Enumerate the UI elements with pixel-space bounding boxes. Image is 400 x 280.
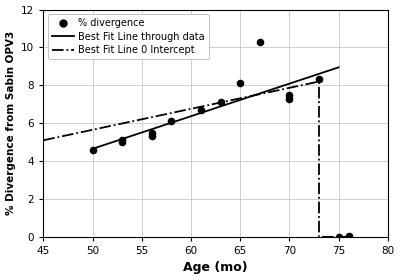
Point [148, 134, 155, 139]
Legend: % divergence, Best Fit Line through data, Best Fit Line 0 Intercept: % divergence, Best Fit Line through data… [48, 14, 209, 59]
Point [217, 100, 224, 105]
Point [345, 234, 352, 238]
Point [119, 140, 125, 144]
Point [257, 39, 263, 44]
Point [286, 96, 293, 101]
Point [286, 93, 293, 97]
Point [237, 81, 244, 86]
Point [90, 148, 96, 152]
X-axis label: Age (mo): Age (mo) [183, 262, 248, 274]
Point [148, 130, 155, 135]
Point [119, 138, 125, 143]
Point [168, 119, 174, 123]
Point [316, 76, 322, 81]
Y-axis label: % Divergence from Sabin OPV3: % Divergence from Sabin OPV3 [6, 31, 16, 215]
Point [336, 235, 342, 239]
Point [198, 108, 204, 112]
